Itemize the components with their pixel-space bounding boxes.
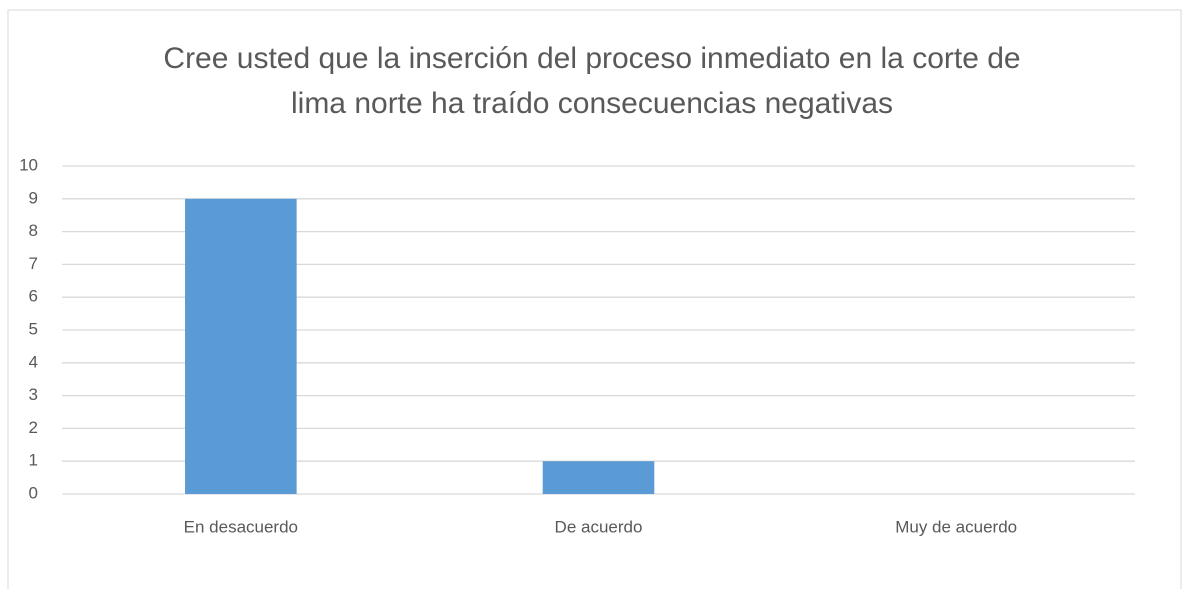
x-tick-label: En desacuerdo (184, 517, 298, 536)
y-tick-label: 9 (29, 188, 38, 207)
y-tick-label: 8 (29, 221, 38, 240)
y-tick-label: 7 (29, 254, 38, 273)
y-tick-label: 4 (29, 352, 38, 371)
y-tick-label: 3 (29, 385, 38, 404)
y-tick-label: 10 (19, 155, 38, 174)
bar (185, 198, 297, 495)
y-tick-label: 0 (29, 483, 38, 502)
bar (542, 461, 655, 494)
x-tick-label: De acuerdo (555, 517, 643, 536)
y-tick-label: 1 (29, 451, 38, 470)
chart-title: Cree usted que la inserción del proceso … (163, 42, 1021, 120)
y-tick-label: 2 (29, 418, 38, 437)
y-tick-label: 5 (29, 319, 38, 338)
x-tick-label: Muy de acuerdo (895, 517, 1017, 536)
y-tick-label: 6 (29, 287, 38, 306)
